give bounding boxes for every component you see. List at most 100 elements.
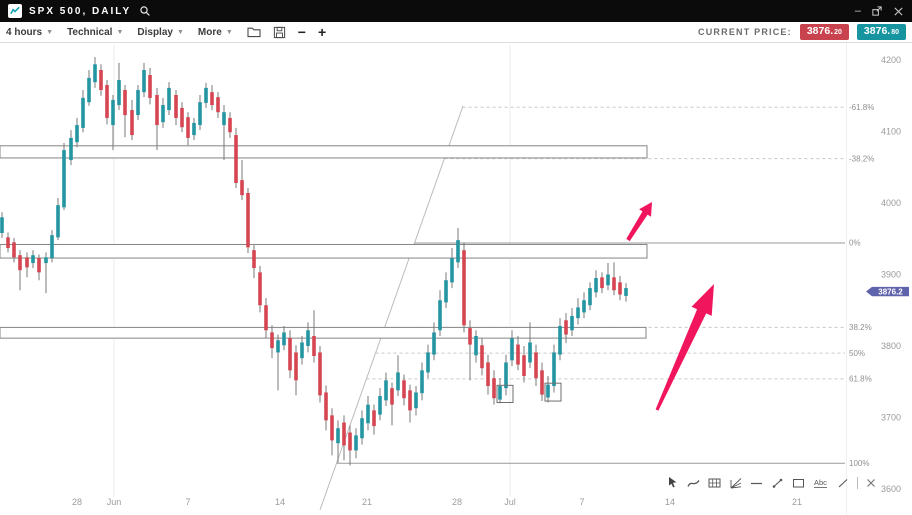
candle-up	[142, 70, 146, 93]
fib-fan-tool-icon[interactable]	[729, 477, 742, 489]
trendline-tool-icon[interactable]	[771, 477, 784, 489]
svg-text:Abc: Abc	[814, 478, 827, 487]
candle-up	[474, 335, 478, 356]
buy-price-badge[interactable]: 3876. 80	[856, 24, 906, 40]
folder-icon[interactable]	[247, 26, 261, 38]
candle-down	[216, 97, 220, 113]
close-toolbar-icon[interactable]	[866, 478, 876, 488]
candle-up	[552, 352, 556, 387]
candle-down	[342, 422, 346, 446]
date-tick-label: 21	[362, 497, 372, 507]
arrow-annotation[interactable]	[626, 202, 652, 242]
display-dropdown[interactable]: Display ▼	[137, 27, 184, 38]
candle-up	[161, 105, 165, 123]
candle-up	[426, 352, 430, 373]
candle-down	[186, 117, 190, 138]
candle-up	[300, 342, 304, 359]
date-tick-label: Jun	[107, 497, 122, 507]
candle-up	[93, 64, 97, 83]
candle-up	[438, 300, 442, 331]
candle-down	[486, 362, 490, 387]
fib-level-label: 50%	[849, 349, 865, 358]
candle-down	[180, 107, 184, 128]
arrow-annotation[interactable]	[655, 284, 714, 411]
candle-down	[99, 70, 103, 91]
save-icon[interactable]	[273, 26, 286, 39]
candle-down	[318, 352, 322, 396]
candle-up	[336, 428, 340, 444]
price-tick-label: 3800	[881, 341, 901, 351]
candle-up	[117, 80, 121, 106]
price-zone[interactable]	[0, 243, 648, 259]
candle-up	[444, 280, 448, 303]
price-zone[interactable]	[0, 326, 647, 339]
rectangle-mark[interactable]	[496, 384, 514, 403]
technical-label: Technical	[67, 26, 113, 38]
candle-down	[372, 410, 376, 427]
candle-down	[390, 388, 394, 405]
fib-level-label: -61.8%	[849, 103, 874, 112]
candle-up	[624, 288, 628, 296]
zoom-in-button[interactable]: +	[317, 24, 327, 40]
close-window-button[interactable]	[893, 6, 904, 17]
candle-down	[148, 75, 152, 98]
date-tick-label: 7	[185, 497, 190, 507]
search-icon[interactable]	[139, 5, 151, 17]
date-tick-label: 28	[452, 497, 462, 507]
date-tick-label: 14	[275, 497, 285, 507]
candle-up	[50, 235, 54, 259]
candle-down	[402, 380, 406, 399]
candle-down	[252, 250, 256, 269]
text-tool-icon[interactable]: Abc	[813, 477, 829, 489]
candle-up	[420, 370, 424, 394]
candle-up	[570, 315, 574, 331]
chart-toolbar: 4 hours ▼ Technical ▼ Display ▼ More ▼ − + C…	[0, 22, 912, 43]
fib-level-label: 38.2%	[849, 323, 872, 332]
candle-up	[510, 338, 514, 361]
technical-dropdown[interactable]: Technical ▼	[67, 27, 123, 38]
horizontal-line-tool-icon[interactable]	[750, 477, 763, 489]
rectangle-mark[interactable]	[544, 382, 562, 402]
candle-up	[87, 77, 91, 103]
rectangle-tool-icon[interactable]	[792, 477, 805, 489]
candle-up	[384, 380, 388, 401]
candle-down	[25, 257, 29, 268]
date-tick-label: Jul	[504, 497, 516, 507]
candle-down	[258, 272, 262, 306]
candle-up	[192, 122, 196, 136]
price-zone[interactable]	[0, 145, 648, 159]
line-tool-icon[interactable]	[837, 477, 849, 489]
pointer-tool-icon[interactable]	[667, 476, 679, 489]
candle-down	[210, 92, 214, 106]
candle-up	[396, 372, 400, 391]
curve-tool-icon[interactable]	[687, 477, 700, 489]
candle-down	[174, 95, 178, 118]
last-price-badge	[866, 286, 909, 297]
candle-up	[136, 90, 140, 116]
timeframe-dropdown[interactable]: 4 hours ▼	[6, 27, 53, 38]
candle-down	[312, 335, 316, 357]
popout-button[interactable]	[871, 5, 883, 17]
display-label: Display	[137, 26, 173, 38]
candle-down	[246, 192, 250, 248]
candle-up	[414, 392, 418, 409]
candle-up	[81, 97, 85, 128]
candle-down	[480, 345, 484, 369]
fib-level-label: 61.8%	[849, 374, 872, 383]
more-label: More	[197, 26, 222, 38]
window-controls: –	[855, 5, 904, 17]
candle-up	[498, 386, 502, 400]
candle-up	[594, 278, 598, 293]
candle-up	[222, 112, 226, 126]
last-price-value: 3876.2	[878, 287, 903, 296]
sell-price-badge[interactable]: 3876. 20	[799, 24, 849, 40]
candle-down	[468, 328, 472, 345]
symbol-title: SPX 500, DAILY	[29, 5, 132, 17]
candle-up	[306, 330, 310, 346]
zoom-out-button[interactable]: −	[297, 24, 306, 40]
candle-down	[37, 258, 41, 273]
minimize-button[interactable]: –	[854, 4, 861, 17]
more-dropdown[interactable]: More ▼	[198, 27, 233, 38]
grid-tool-icon[interactable]	[708, 477, 721, 489]
